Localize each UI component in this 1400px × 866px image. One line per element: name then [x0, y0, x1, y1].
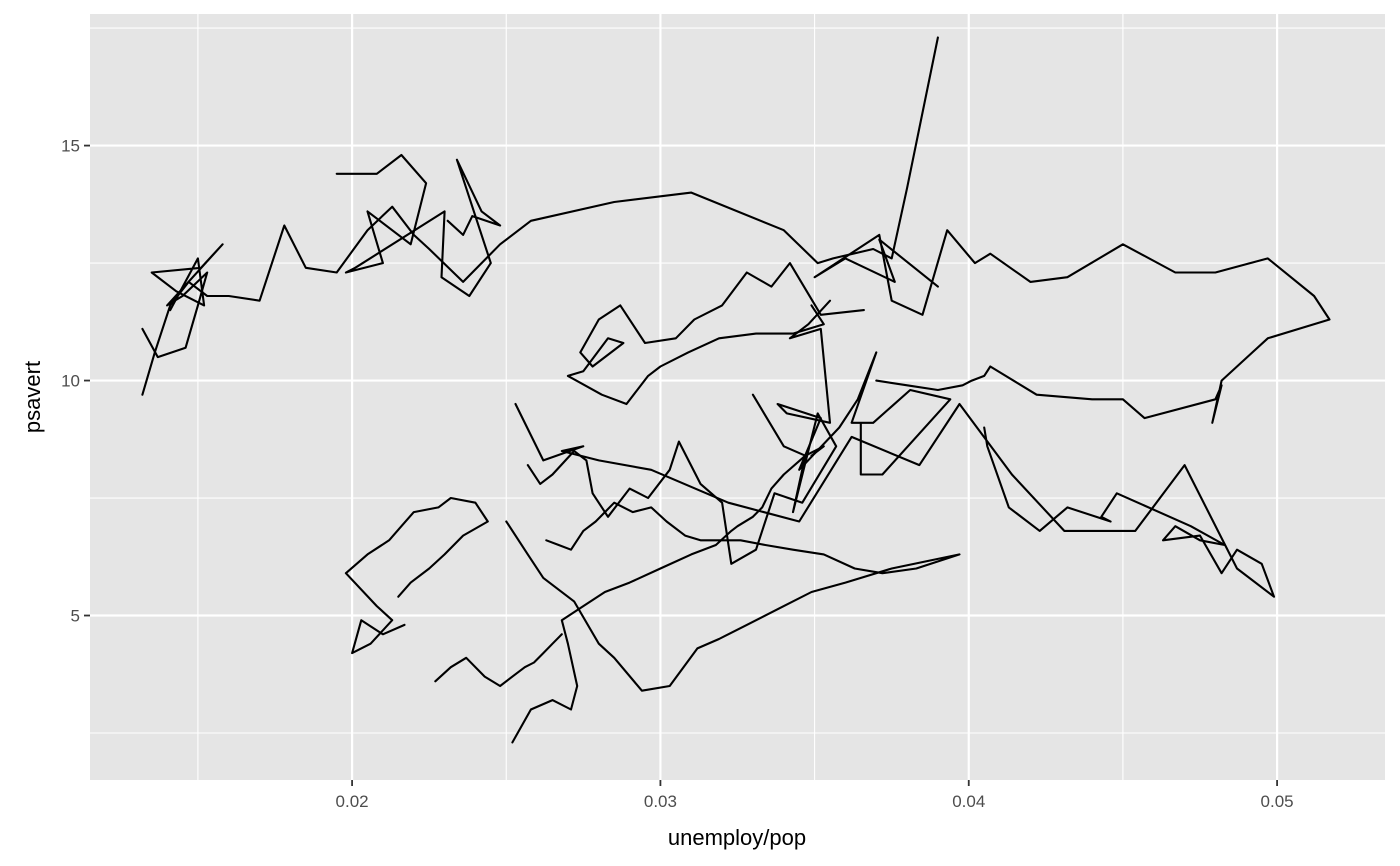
x-tick-label: 0.05 [1261, 792, 1294, 811]
x-tick-label: 0.02 [336, 792, 369, 811]
x-tick-label: 0.03 [644, 792, 677, 811]
series-path-12 [434, 633, 563, 688]
x-axis: 0.02 0.03 0.04 0.05 [336, 780, 1294, 811]
series-path-1 [141, 36, 939, 396]
series-path-6 [566, 262, 865, 406]
series-path-9 [505, 501, 961, 692]
minor-gridlines [90, 14, 1385, 780]
series-path-10 [511, 445, 825, 744]
x-tick-label: 0.04 [952, 792, 985, 811]
series-path-5 [514, 402, 1276, 598]
series-layer [141, 36, 1331, 744]
y-tick-label: 10 [61, 372, 80, 391]
major-gridlines [90, 14, 1385, 780]
series-path-4 [813, 229, 1331, 424]
y-tick-label: 15 [61, 137, 80, 156]
y-tick-label: 5 [71, 607, 80, 626]
series-path-2 [141, 243, 224, 359]
plot-panel [90, 14, 1385, 780]
y-axis: 5 10 15 [61, 137, 90, 626]
series-path-8 [526, 393, 838, 565]
series-path-11 [344, 496, 489, 655]
series-path-3 [335, 153, 502, 298]
series-path-7 [776, 299, 952, 476]
x-axis-title: unemploy/pop [668, 825, 806, 850]
y-axis-title: psavert [20, 361, 45, 433]
